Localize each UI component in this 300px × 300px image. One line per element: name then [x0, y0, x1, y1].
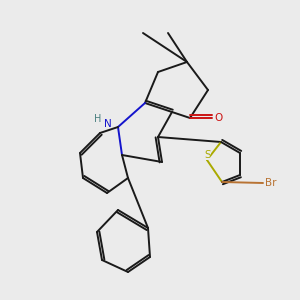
Text: O: O [214, 113, 223, 123]
Text: H: H [94, 115, 101, 124]
Text: N: N [103, 119, 111, 129]
Text: S: S [204, 150, 211, 160]
Text: Br: Br [265, 178, 276, 188]
